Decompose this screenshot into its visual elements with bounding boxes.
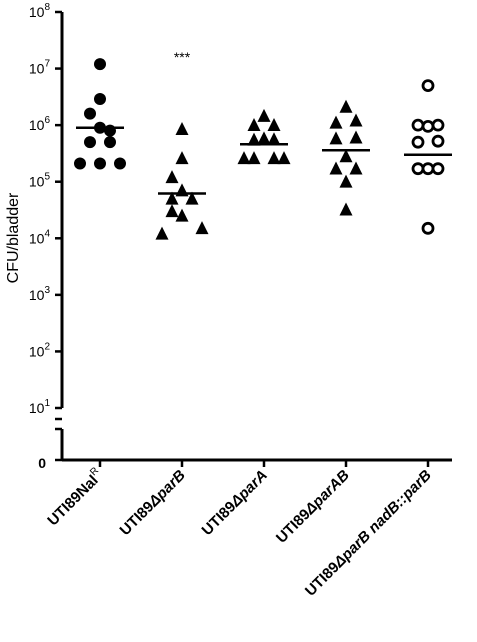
y-tick-label: 102 bbox=[29, 341, 51, 359]
median-lines bbox=[76, 126, 452, 195]
y-tick-base: 10 bbox=[29, 400, 45, 416]
y-tick-base: 10 bbox=[29, 174, 45, 190]
data-point-filled-circle bbox=[94, 157, 106, 170]
y-tick-label: 104 bbox=[29, 228, 51, 246]
x-axis bbox=[62, 458, 452, 467]
data-point-triangle bbox=[247, 117, 261, 131]
data-point-open-circle bbox=[421, 120, 435, 133]
data-point-triangle bbox=[257, 131, 271, 145]
data-point-triangle bbox=[277, 151, 291, 165]
y-tick-exponent: 8 bbox=[44, 2, 50, 13]
y-tick-base: 10 bbox=[29, 287, 45, 303]
y-tick-base: 10 bbox=[29, 61, 45, 77]
category-label: UTI89ΔparB bbox=[117, 467, 189, 539]
y-tick-label: 106 bbox=[29, 115, 51, 133]
significance-marker: *** bbox=[174, 49, 191, 65]
y-axis-title: CFU/bladder bbox=[5, 192, 22, 283]
data-point-filled-circle bbox=[104, 124, 116, 137]
data-point-filled-circle bbox=[84, 136, 96, 149]
data-point-triangle bbox=[329, 161, 343, 175]
y-tick-exponent: 7 bbox=[44, 59, 50, 70]
data-point-triangle bbox=[247, 132, 261, 146]
y-tick-exponent: 5 bbox=[44, 172, 50, 183]
data-point-triangle bbox=[237, 151, 251, 165]
data-point-open-circle bbox=[431, 162, 445, 176]
data-point-triangle bbox=[155, 226, 169, 240]
data-point-triangle bbox=[329, 131, 343, 145]
y-tick-label: 101 bbox=[29, 398, 51, 416]
data-point-triangle bbox=[247, 151, 261, 165]
y-tick-exponent: 3 bbox=[44, 285, 50, 296]
y-tick-base: 10 bbox=[29, 230, 45, 246]
y-tick-label: 105 bbox=[29, 172, 51, 190]
data-point-triangle bbox=[165, 191, 179, 205]
data-point-triangle bbox=[175, 151, 189, 165]
y-tick-label: 103 bbox=[29, 285, 51, 303]
data-point-open-circle bbox=[421, 221, 435, 235]
y-tick-exponent: 6 bbox=[44, 115, 50, 126]
y-tick-label: 107 bbox=[29, 59, 51, 77]
y-tick-exponent: 4 bbox=[44, 228, 50, 239]
data-point-triangle bbox=[267, 132, 281, 146]
category-labels: UTI89NalRUTI89ΔparBUTI89ΔparAUTI89ΔparAB… bbox=[43, 465, 435, 599]
data-point-filled-circle bbox=[114, 157, 126, 170]
data-point-triangle bbox=[257, 108, 271, 122]
data-point-triangle bbox=[339, 149, 353, 163]
y-tick-label: 108 bbox=[29, 2, 51, 20]
data-point-triangle bbox=[339, 202, 353, 216]
y-tick-exponent: 1 bbox=[44, 398, 50, 409]
data-point-filled-circle bbox=[74, 157, 86, 170]
data-point-triangle bbox=[165, 204, 179, 218]
y-tick-label-zero: 0 bbox=[38, 455, 46, 471]
data-point-filled-circle bbox=[94, 58, 106, 71]
data-point-filled-circle bbox=[84, 107, 96, 120]
data-point-triangle bbox=[267, 151, 281, 165]
data-point-open-circle bbox=[411, 118, 425, 132]
y-tick-exponent: 2 bbox=[44, 341, 50, 352]
data-point-triangle bbox=[165, 170, 179, 184]
data-point-triangle bbox=[349, 161, 363, 175]
category-label-prefix: UTI89Nal bbox=[44, 472, 101, 529]
data-point-triangle bbox=[195, 221, 209, 235]
data-point-triangle bbox=[175, 208, 189, 222]
category-label-gene: parB nadB::parB bbox=[337, 467, 435, 565]
category-label: UTI89ΔparA bbox=[199, 467, 271, 539]
data-point-open-circle bbox=[431, 134, 445, 148]
y-tick-base: 10 bbox=[29, 343, 45, 359]
category-label: UTI89ΔparAB bbox=[273, 467, 353, 547]
data-point-triangle bbox=[349, 130, 363, 144]
data-point-triangle bbox=[329, 115, 343, 129]
data-points: *** bbox=[74, 49, 445, 240]
data-point-triangle bbox=[349, 113, 363, 127]
data-point-filled-circle bbox=[104, 136, 116, 149]
data-point-triangle bbox=[175, 121, 189, 135]
data-point-triangle bbox=[339, 174, 353, 188]
data-point-open-circle bbox=[431, 118, 445, 132]
data-point-open-circle bbox=[421, 79, 435, 93]
y-tick-base: 10 bbox=[29, 117, 45, 133]
data-point-filled-circle bbox=[94, 92, 106, 105]
data-point-triangle bbox=[267, 117, 281, 131]
data-point-triangle bbox=[185, 191, 199, 205]
category-label: UTI89NalR bbox=[43, 465, 107, 529]
category-label-gene: parAB bbox=[308, 467, 353, 512]
data-point-open-circle bbox=[411, 135, 425, 149]
y-tick-base: 10 bbox=[29, 4, 45, 20]
data-point-open-circle bbox=[411, 162, 425, 176]
data-point-triangle bbox=[339, 99, 353, 113]
data-point-open-circle bbox=[421, 162, 435, 176]
